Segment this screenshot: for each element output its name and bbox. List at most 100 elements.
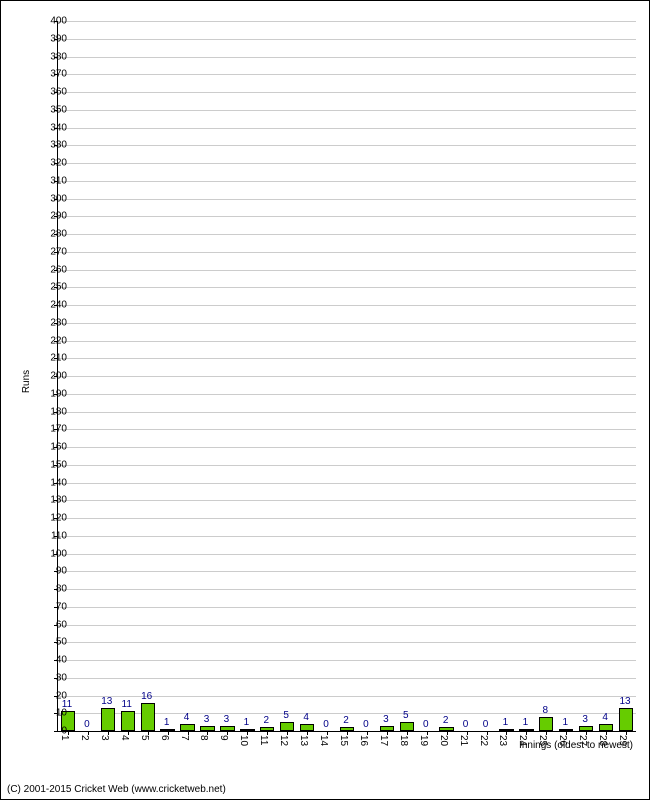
- y-tick-label: 390: [37, 33, 67, 44]
- x-tick-label: 18: [398, 735, 409, 746]
- y-tick-label: 300: [37, 193, 67, 204]
- y-tick-label: 170: [37, 424, 67, 435]
- x-tick-label: 12: [278, 735, 289, 746]
- bar-value-label: 0: [323, 719, 329, 730]
- bar-value-label: 0: [84, 719, 90, 730]
- x-tick-label: 21: [458, 735, 469, 746]
- bar-value-label: 0: [483, 719, 489, 730]
- gridline: [58, 607, 636, 608]
- bar-value-label: 5: [403, 710, 409, 721]
- gridline: [58, 554, 636, 555]
- gridline: [58, 287, 636, 288]
- gridline: [58, 74, 636, 75]
- x-tick-label: 8: [198, 735, 209, 741]
- y-tick-label: 50: [37, 637, 67, 648]
- bar-value-label: 4: [602, 712, 608, 723]
- bar-value-label: 0: [423, 719, 429, 730]
- y-tick-label: 130: [37, 495, 67, 506]
- gridline: [58, 181, 636, 182]
- bar: [400, 722, 414, 731]
- y-tick-label: 150: [37, 459, 67, 470]
- x-tick-label: 23: [497, 735, 508, 746]
- x-tick-label: 6: [159, 735, 170, 741]
- gridline: [58, 145, 636, 146]
- gridline: [58, 642, 636, 643]
- y-tick-label: 110: [37, 530, 67, 541]
- gridline: [58, 57, 636, 58]
- y-tick-label: 230: [37, 317, 67, 328]
- y-tick-label: 240: [37, 300, 67, 311]
- bar-value-label: 3: [383, 714, 389, 725]
- gridline: [58, 500, 636, 501]
- gridline: [58, 252, 636, 253]
- gridline: [58, 110, 636, 111]
- y-tick-label: 200: [37, 371, 67, 382]
- copyright-text: (C) 2001-2015 Cricket Web (www.cricketwe…: [7, 784, 226, 795]
- x-tick-label: 4: [119, 735, 130, 741]
- x-tick-label: 13: [298, 735, 309, 746]
- bar: [599, 724, 613, 731]
- bar: [101, 708, 115, 731]
- bar: [300, 724, 314, 731]
- gridline: [58, 92, 636, 93]
- gridline: [58, 358, 636, 359]
- bar: [619, 708, 633, 731]
- bar-value-label: 3: [204, 714, 210, 725]
- bar: [180, 724, 194, 731]
- gridline: [58, 625, 636, 626]
- x-tick-label: 11: [258, 735, 269, 745]
- y-axis-title: Runs: [21, 370, 32, 393]
- y-tick-label: 210: [37, 353, 67, 364]
- gridline: [58, 21, 636, 22]
- gridline: [58, 447, 636, 448]
- gridline: [58, 305, 636, 306]
- gridline: [58, 412, 636, 413]
- x-tick-label: 27: [577, 735, 588, 746]
- bar-value-label: 1: [503, 717, 509, 728]
- y-tick-label: 30: [37, 672, 67, 683]
- gridline: [58, 589, 636, 590]
- x-tick-label: 29: [617, 735, 628, 746]
- bar-value-label: 4: [184, 712, 190, 723]
- gridline: [58, 128, 636, 129]
- bar-value-label: 2: [263, 715, 269, 726]
- y-tick-label: 350: [37, 104, 67, 115]
- y-tick-label: 220: [37, 335, 67, 346]
- bar-value-label: 11: [122, 699, 132, 710]
- bar-value-label: 2: [443, 715, 449, 726]
- plot-area: [57, 21, 636, 732]
- bar-value-label: 1: [523, 717, 529, 728]
- y-tick-label: 180: [37, 406, 67, 417]
- bar: [141, 703, 155, 731]
- gridline: [58, 394, 636, 395]
- x-tick-label: 16: [358, 735, 369, 746]
- bar-value-label: 3: [582, 714, 588, 725]
- x-tick-label: 14: [318, 735, 329, 746]
- y-tick-label: 160: [37, 442, 67, 453]
- bar-value-label: 2: [343, 715, 349, 726]
- y-tick-label: 80: [37, 584, 67, 595]
- gridline: [58, 483, 636, 484]
- bar-value-label: 16: [141, 691, 152, 702]
- y-tick-label: 260: [37, 264, 67, 275]
- gridline: [58, 660, 636, 661]
- x-tick-label: 3: [99, 735, 110, 741]
- y-tick-label: 120: [37, 513, 67, 524]
- x-tick-label: 1: [59, 735, 70, 741]
- x-tick-label: 15: [338, 735, 349, 746]
- gridline: [58, 323, 636, 324]
- bar-value-label: 1: [244, 717, 250, 728]
- bar: [280, 722, 294, 731]
- bar: [539, 717, 553, 731]
- y-tick-label: 360: [37, 87, 67, 98]
- gridline: [58, 571, 636, 572]
- y-tick-label: 290: [37, 211, 67, 222]
- y-tick-label: 70: [37, 601, 67, 612]
- gridline: [58, 216, 636, 217]
- bar-value-label: 1: [164, 717, 170, 728]
- bar-value-label: 13: [619, 696, 630, 707]
- y-tick-label: 320: [37, 158, 67, 169]
- bar-value-label: 3: [224, 714, 230, 725]
- x-tick-label: 20: [438, 735, 449, 746]
- x-tick-label: 28: [597, 735, 608, 746]
